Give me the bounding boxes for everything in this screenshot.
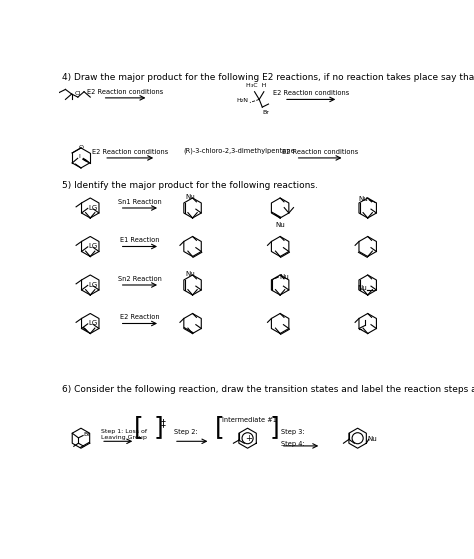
Text: O: O [79, 145, 83, 150]
Text: H₃C  H: H₃C H [246, 83, 266, 88]
Text: Step 2:: Step 2: [174, 429, 198, 435]
Text: Nu: Nu [185, 194, 195, 200]
Text: Nu: Nu [358, 196, 368, 202]
Text: 6) Consider the following reaction, draw the transition states and label the rea: 6) Consider the following reaction, draw… [63, 385, 474, 394]
Text: Br: Br [84, 432, 91, 437]
Text: LG: LG [89, 205, 98, 211]
Text: E2 Reaction conditions: E2 Reaction conditions [282, 149, 358, 155]
Text: LG: LG [89, 243, 98, 249]
Text: E1 Reaction: E1 Reaction [120, 238, 160, 243]
Text: I: I [78, 154, 80, 159]
Text: 5) Identify the major product for the following reactions.: 5) Identify the major product for the fo… [63, 181, 318, 190]
Text: Nu: Nu [367, 435, 377, 442]
Text: Nu: Nu [275, 222, 285, 228]
Text: [: [ [134, 415, 144, 439]
Text: (R)-3-chloro-2,3-dimethylpentane: (R)-3-chloro-2,3-dimethylpentane [183, 148, 295, 154]
Text: H₂N: H₂N [237, 98, 248, 103]
Text: ]: ] [270, 415, 280, 439]
Text: Nu: Nu [357, 286, 367, 291]
Text: LG: LG [89, 282, 98, 287]
Text: Intermediate #1: Intermediate #1 [222, 416, 276, 423]
Text: Step 4:: Step 4: [281, 440, 305, 447]
Text: E2 Reaction conditions: E2 Reaction conditions [87, 89, 164, 95]
Text: LG: LG [89, 320, 98, 326]
Text: Cl: Cl [75, 91, 81, 96]
Text: Step 3:: Step 3: [281, 429, 304, 435]
Text: E2 Reaction conditions: E2 Reaction conditions [92, 149, 168, 155]
Text: E2 Reaction: E2 Reaction [120, 314, 160, 320]
Text: Step 1: Loss of
Leaving Group: Step 1: Loss of Leaving Group [101, 429, 147, 440]
Text: Br: Br [262, 110, 269, 115]
Text: Sn2 Reaction: Sn2 Reaction [118, 276, 162, 282]
Text: Sn1 Reaction: Sn1 Reaction [118, 199, 162, 205]
Text: E2 Reaction conditions: E2 Reaction conditions [273, 91, 349, 96]
Text: +: + [245, 434, 252, 443]
Text: 4) Draw the major product for the following E2 reactions, if no reaction takes p: 4) Draw the major product for the follow… [63, 73, 474, 82]
Text: Nu: Nu [185, 271, 195, 277]
Text: ‡: ‡ [161, 418, 165, 428]
Text: ]: ] [154, 415, 164, 439]
Text: [: [ [215, 415, 225, 439]
Text: Nu: Nu [279, 274, 289, 280]
